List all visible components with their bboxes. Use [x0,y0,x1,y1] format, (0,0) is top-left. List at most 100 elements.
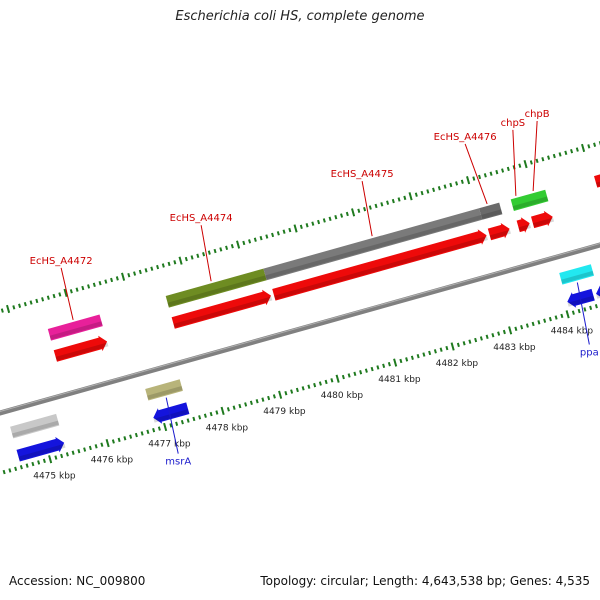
outer-minor-tick [299,224,303,230]
outer-major-tick [121,272,126,281]
inner-minor-tick [410,355,414,360]
feat-red-edge[interactable] [594,167,600,188]
feat-blue-msra[interactable] [153,402,190,424]
kbp-label: 4481 kbp [378,375,421,385]
leader-line-msrA [165,397,179,454]
inner-minor-tick [307,384,311,389]
outer-minor-tick [501,168,505,173]
feat-red-1[interactable] [53,335,108,362]
gene-label[interactable]: msrA [165,457,191,468]
inner-minor-tick [129,434,133,439]
outer-minor-tick [547,155,551,160]
outer-minor-tick [564,150,568,155]
gene-label[interactable]: ppa [580,347,599,358]
feat-red-2[interactable] [171,289,271,329]
outer-minor-tick [87,284,91,289]
inner-minor-tick [140,431,144,436]
feature-group [10,167,600,462]
outer-minor-tick [449,182,453,188]
gene-label[interactable]: EcHS_A4472 [30,256,93,267]
inner-minor-tick [330,378,334,383]
outer-minor-tick [110,277,114,283]
topology-text: Topology: circular; Length: 4,643,538 bp… [260,574,590,588]
label-group: EcHS_A4472 EcHS_A4474 EcHS_A4475 EcHS_A4476… [30,109,599,468]
outer-minor-tick [18,303,22,308]
feat-blue-msra-shade [153,409,190,423]
kbp-label: 4480 kbp [321,391,364,401]
feat-green-chps[interactable] [510,189,549,211]
feat-red-4[interactable] [487,223,510,241]
inner-minor-tick [157,426,161,431]
inner-minor-tick [238,403,242,409]
feat-khaki-msra[interactable] [145,379,183,401]
inner-minor-tick [54,455,58,460]
inner-minor-tick [347,373,351,378]
inner-minor-tick [548,316,552,322]
inner-minor-tick [134,432,138,438]
outer-minor-tick [478,174,482,180]
inner-minor-tick [100,442,104,447]
outer-minor-tick [455,181,459,186]
feat-grey-2[interactable] [479,202,503,220]
outer-minor-tick [483,173,487,178]
feat-blue-left-shade [18,443,66,461]
feat-grey-left[interactable] [10,413,60,439]
inner-minor-tick [203,413,207,418]
outer-minor-tick [414,192,418,197]
feat-blue-left[interactable] [16,437,65,462]
gene-label[interactable]: EcHS_A4475 [331,169,394,180]
outer-minor-tick [403,195,407,201]
feat-grey-1[interactable] [263,208,483,281]
gene-label[interactable]: chpS [501,118,526,129]
inner-minor-tick [2,469,6,475]
kbp-label: 4484 kbp [551,327,594,337]
inner-minor-tick [531,321,535,327]
feat-magenta-shade [49,321,103,340]
feat-red-chpb[interactable] [531,210,553,229]
outer-minor-tick [253,237,257,242]
inner-minor-tick [267,395,271,401]
outer-minor-tick [35,298,39,304]
kbp-label: 4478 kbp [206,423,249,433]
feat-blue-ppa-2[interactable] [596,284,600,299]
inner-minor-tick [422,352,426,357]
feat-cyan-ppa[interactable] [559,264,594,285]
feat-red-chpb-shade [532,217,555,228]
inner-minor-tick [456,342,460,348]
outer-major-tick [236,240,241,249]
outer-major-tick [293,224,298,233]
feat-olive[interactable] [165,268,267,308]
outer-minor-tick [506,166,510,172]
kbp-label: 4475 kbp [33,472,76,482]
inner-minor-tick [290,389,294,394]
gene-label[interactable]: EcHS_A4476 [434,132,497,143]
inner-major-tick [335,374,340,383]
inner-minor-tick [255,399,259,404]
inner-minor-tick [537,320,541,325]
inner-minor-tick [180,419,184,425]
outer-minor-tick [529,160,533,165]
inner-minor-tick [77,448,81,454]
feat-magenta[interactable] [47,314,103,341]
inner-minor-tick [19,465,23,470]
gene-label[interactable]: EcHS_A4474 [170,213,233,224]
gene-label[interactable]: chpB [525,109,550,120]
outer-major-tick [178,256,183,265]
outer-minor-tick [328,216,332,222]
outer-minor-tick [374,203,378,209]
inner-minor-tick [433,349,437,354]
inner-minor-tick [249,400,253,406]
outer-major-tick [466,176,471,185]
inner-minor-tick [25,463,29,468]
feat-red-3[interactable] [272,229,487,301]
inner-minor-tick [554,315,558,320]
leader-line-EcHS_A4476 [464,143,488,205]
inner-minor-tick [462,341,466,346]
outer-minor-tick [271,232,275,238]
inner-minor-tick [209,411,213,417]
feat-red-chps[interactable] [516,217,530,233]
outer-minor-tick [81,285,85,291]
feat-blue-ppa[interactable] [567,288,595,308]
feat-cyan-ppa-shade [561,270,594,284]
